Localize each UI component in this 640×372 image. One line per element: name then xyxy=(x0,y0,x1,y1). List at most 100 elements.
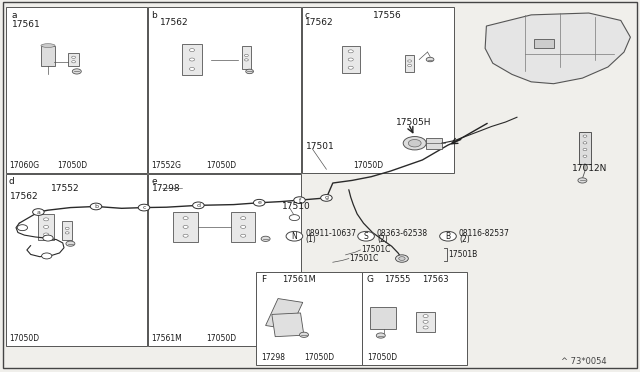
Circle shape xyxy=(183,225,188,228)
Text: e: e xyxy=(257,200,261,205)
Bar xyxy=(302,7,454,173)
Circle shape xyxy=(244,54,248,57)
Text: f: f xyxy=(298,198,301,203)
Text: 17050D: 17050D xyxy=(353,161,383,170)
Bar xyxy=(342,46,360,74)
Circle shape xyxy=(583,135,587,137)
Text: (1): (1) xyxy=(305,235,316,244)
Circle shape xyxy=(72,61,76,63)
Bar xyxy=(243,46,251,69)
Circle shape xyxy=(583,155,587,157)
Text: 17050D: 17050D xyxy=(58,161,88,170)
Circle shape xyxy=(241,217,246,219)
Text: (2): (2) xyxy=(377,235,388,244)
Circle shape xyxy=(408,64,412,67)
Circle shape xyxy=(244,59,248,61)
Circle shape xyxy=(66,241,75,246)
Bar xyxy=(231,212,255,242)
Text: g: g xyxy=(324,195,328,201)
Text: B: B xyxy=(445,232,451,241)
Ellipse shape xyxy=(41,44,55,47)
Text: 17050D: 17050D xyxy=(10,334,40,343)
Text: c: c xyxy=(305,11,310,20)
Bar xyxy=(579,132,591,164)
Text: S: S xyxy=(364,232,369,241)
Circle shape xyxy=(65,232,69,234)
Text: 17556: 17556 xyxy=(372,11,401,20)
Text: 17561M: 17561M xyxy=(152,334,182,343)
Text: a: a xyxy=(36,209,40,215)
Circle shape xyxy=(348,58,353,61)
Bar xyxy=(148,174,301,346)
Circle shape xyxy=(358,231,374,241)
Bar xyxy=(266,299,303,329)
Text: 17561M: 17561M xyxy=(282,275,316,284)
Text: F: F xyxy=(261,275,266,284)
Circle shape xyxy=(348,66,353,69)
Circle shape xyxy=(583,148,587,151)
Bar xyxy=(405,55,415,71)
Circle shape xyxy=(17,225,28,231)
Polygon shape xyxy=(485,13,630,84)
Circle shape xyxy=(241,234,246,237)
Circle shape xyxy=(189,67,195,70)
Text: d: d xyxy=(9,177,15,186)
Circle shape xyxy=(348,50,353,53)
Text: e: e xyxy=(151,177,157,186)
Circle shape xyxy=(44,218,49,221)
Text: 17050D: 17050D xyxy=(304,353,334,362)
Circle shape xyxy=(286,231,303,241)
Text: 17501C: 17501C xyxy=(362,246,391,254)
Text: 17555: 17555 xyxy=(384,275,410,284)
Text: 17562: 17562 xyxy=(305,18,334,27)
Circle shape xyxy=(300,332,308,337)
Circle shape xyxy=(403,137,426,150)
Text: 17562: 17562 xyxy=(160,18,189,27)
Bar xyxy=(362,272,467,365)
Text: 17012N: 17012N xyxy=(572,164,607,173)
Circle shape xyxy=(294,197,305,203)
Text: ^ 73*0054: ^ 73*0054 xyxy=(561,357,606,366)
Circle shape xyxy=(183,234,188,237)
Circle shape xyxy=(189,58,195,61)
Text: d: d xyxy=(196,203,200,208)
Text: 17552: 17552 xyxy=(51,184,80,193)
Circle shape xyxy=(33,209,44,215)
Text: 17298: 17298 xyxy=(152,184,180,193)
Text: 17050D: 17050D xyxy=(206,161,236,170)
Text: a: a xyxy=(12,11,17,20)
Text: N: N xyxy=(292,232,297,241)
Circle shape xyxy=(44,233,49,236)
Text: c: c xyxy=(142,205,146,210)
Circle shape xyxy=(44,225,49,228)
Circle shape xyxy=(423,315,428,318)
Bar xyxy=(62,221,72,240)
Text: 17561: 17561 xyxy=(12,20,40,29)
Text: 17501: 17501 xyxy=(306,142,335,151)
Text: 17562: 17562 xyxy=(10,192,38,201)
Circle shape xyxy=(578,178,587,183)
Text: 17298: 17298 xyxy=(261,353,285,362)
Circle shape xyxy=(423,320,428,323)
Bar xyxy=(426,138,442,149)
Bar xyxy=(272,313,304,337)
Circle shape xyxy=(408,140,421,147)
Text: 17563: 17563 xyxy=(422,275,449,284)
Circle shape xyxy=(42,253,52,259)
Circle shape xyxy=(376,333,385,338)
Text: 17050D: 17050D xyxy=(367,353,397,362)
Text: 17060G: 17060G xyxy=(10,161,40,170)
Text: 17501C: 17501C xyxy=(349,254,378,263)
Circle shape xyxy=(241,225,246,228)
Bar xyxy=(370,307,396,329)
Text: G: G xyxy=(367,275,374,284)
Circle shape xyxy=(138,204,150,211)
Circle shape xyxy=(189,49,195,52)
Circle shape xyxy=(426,57,434,62)
Text: 17050D: 17050D xyxy=(206,334,236,343)
Bar xyxy=(68,53,79,66)
Text: 08911-10637: 08911-10637 xyxy=(305,229,356,238)
Bar xyxy=(534,39,554,48)
Circle shape xyxy=(408,60,412,62)
Text: b: b xyxy=(94,204,98,209)
